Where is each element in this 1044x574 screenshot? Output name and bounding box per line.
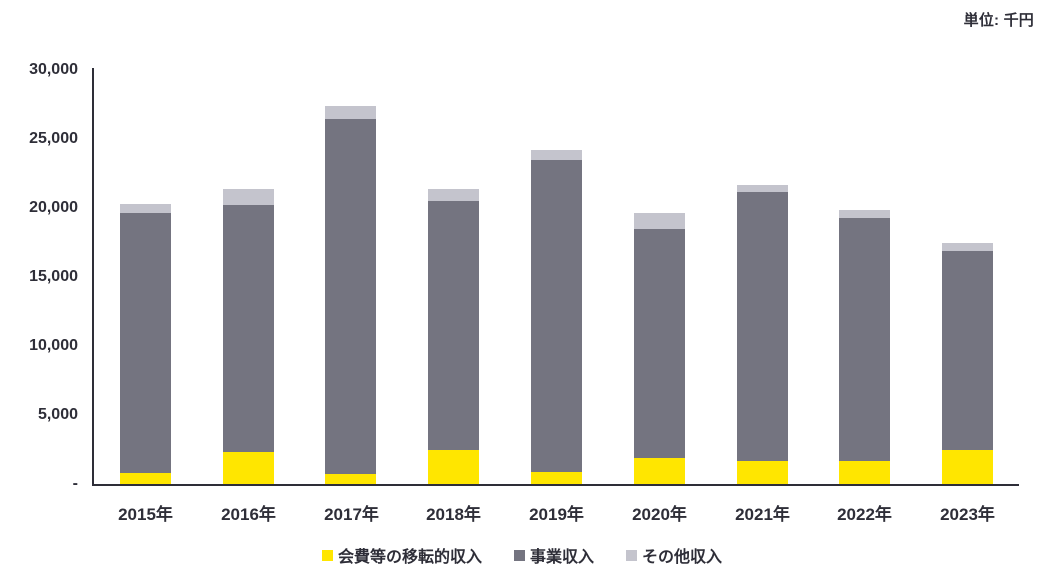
- bar-segment-事業収入-2020年: [634, 229, 685, 458]
- legend-item: 会費等の移転的収入: [321, 543, 482, 567]
- x-axis-line: [92, 484, 1019, 486]
- bar-segment-その他収入-2017年: [325, 106, 376, 119]
- bar-segment-その他収入-2018年: [428, 189, 479, 201]
- y-tick-label: 15,000: [29, 268, 78, 285]
- legend-swatch-icon: [321, 549, 333, 561]
- legend-swatch-icon: [626, 549, 637, 561]
- bar-segment-事業収入-2015年: [120, 213, 171, 473]
- bar-segment-その他収入-2015年: [120, 204, 171, 213]
- y-axis-line: [92, 68, 94, 486]
- legend-label: 会費等の移転的収入: [337, 549, 482, 566]
- x-category-label: 2023年: [940, 505, 995, 524]
- bar-segment-その他収入-2021年: [737, 185, 788, 192]
- legend-label: 事業収入: [529, 549, 594, 566]
- bar-segment-会費等の移転的収入-2022年: [839, 461, 890, 484]
- x-category-label: 2017年: [324, 505, 379, 524]
- bar-segment-会費等の移転的収入-2019年: [531, 472, 582, 484]
- bar-segment-事業収入-2023年: [942, 251, 993, 450]
- bar-segment-その他収入-2016年: [223, 189, 274, 205]
- legend-label: その他収入: [642, 549, 723, 566]
- bar-segment-会費等の移転的収入-2018年: [428, 450, 479, 484]
- bar-segment-その他収入-2023年: [942, 243, 993, 251]
- unit-label: 単位: 千円: [963, 12, 1034, 29]
- x-category-label: 2016年: [221, 505, 276, 524]
- bar-segment-会費等の移転的収入-2023年: [942, 450, 993, 484]
- bar-segment-事業収入-2021年: [737, 192, 788, 461]
- bar-segment-会費等の移転的収入-2021年: [737, 461, 788, 484]
- bar-segment-その他収入-2020年: [634, 213, 685, 229]
- y-tick-label: 30,000: [29, 61, 78, 78]
- legend-swatch-icon: [513, 549, 525, 561]
- bar-segment-事業収入-2019年: [531, 160, 582, 472]
- bar-segment-その他収入-2019年: [531, 150, 582, 160]
- legend-item: その他収入: [626, 543, 722, 567]
- bar-segment-事業収入-2018年: [428, 201, 479, 450]
- legend: 会費等の移転的収入 事業収入 その他収入: [0, 543, 1044, 567]
- y-tick-label: 10,000: [29, 337, 78, 354]
- x-category-label: 2015年: [118, 505, 173, 524]
- y-tick-label: 20,000: [29, 199, 78, 216]
- bar-segment-会費等の移転的収入-2017年: [325, 474, 376, 484]
- y-tick-label: 25,000: [29, 130, 78, 147]
- bar-segment-事業収入-2022年: [839, 218, 890, 461]
- x-category-label: 2022年: [837, 505, 892, 524]
- x-category-label: 2021年: [735, 505, 790, 524]
- bar-segment-その他収入-2022年: [839, 210, 890, 218]
- bar-segment-事業収入-2016年: [223, 205, 274, 452]
- bar-segment-会費等の移転的収入-2015年: [120, 473, 171, 484]
- y-tick-label: -: [72, 475, 78, 492]
- legend-item: 事業収入: [513, 543, 594, 567]
- x-category-label: 2018年: [426, 505, 481, 524]
- y-tick-label: 5,000: [37, 406, 78, 423]
- x-category-label: 2020年: [632, 505, 687, 524]
- bar-segment-事業収入-2017年: [325, 119, 376, 474]
- bar-segment-会費等の移転的収入-2020年: [634, 458, 685, 484]
- x-category-label: 2019年: [529, 505, 584, 524]
- bar-segment-会費等の移転的収入-2016年: [223, 452, 274, 484]
